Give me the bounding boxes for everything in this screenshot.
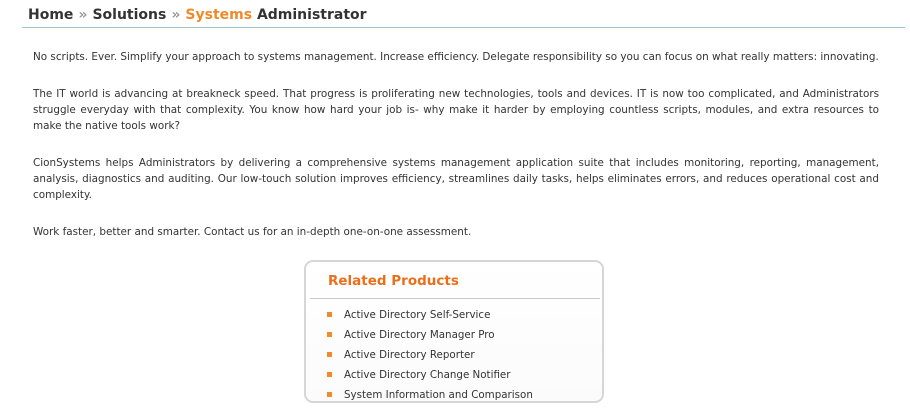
header-rule (22, 27, 905, 28)
orange-square-bullet-icon (327, 392, 332, 397)
related-products-divider (310, 298, 600, 299)
related-product-link-ad-self-service[interactable]: Active Directory Self-Service (344, 309, 491, 321)
related-product-link-ad-reporter[interactable]: Active Directory Reporter (344, 349, 475, 361)
breadcrumb-separator: » (171, 7, 181, 23)
related-product-link-system-info-comparison[interactable]: System Information and Comparison (344, 389, 533, 401)
main-content: No scripts. Ever. Simplify your approach… (33, 49, 879, 261)
related-products-title: Related Products (328, 273, 459, 289)
orange-square-bullet-icon (327, 332, 332, 337)
orange-square-bullet-icon (327, 312, 332, 317)
breadcrumb-separator: » (78, 7, 88, 23)
related-product-link-ad-change-notifier[interactable]: Active Directory Change Notifier (344, 369, 511, 381)
it-world-paragraph: The IT world is advancing at breakneck s… (33, 88, 879, 132)
contact-paragraph: Work faster, better and smarter. Contact… (33, 226, 472, 238)
orange-square-bullet-icon (327, 352, 332, 357)
breadcrumb-home-link[interactable]: Home (28, 7, 74, 23)
breadcrumb-current: Administrator (256, 7, 367, 23)
breadcrumb: Home» Solutions» Systems Administrator (28, 6, 367, 24)
breadcrumb-solutions-link[interactable]: Solutions (92, 7, 167, 23)
orange-square-bullet-icon (327, 372, 332, 377)
breadcrumb-current-accent: Systems (185, 7, 253, 23)
related-products-box: Related Products Active Directory Self-S… (304, 260, 604, 403)
related-product-link-ad-manager-pro[interactable]: Active Directory Manager Pro (344, 329, 495, 341)
intro-paragraph: No scripts. Ever. Simplify your approach… (33, 51, 879, 63)
cionsystems-paragraph: CionSystems helps Administrators by deli… (33, 157, 879, 201)
